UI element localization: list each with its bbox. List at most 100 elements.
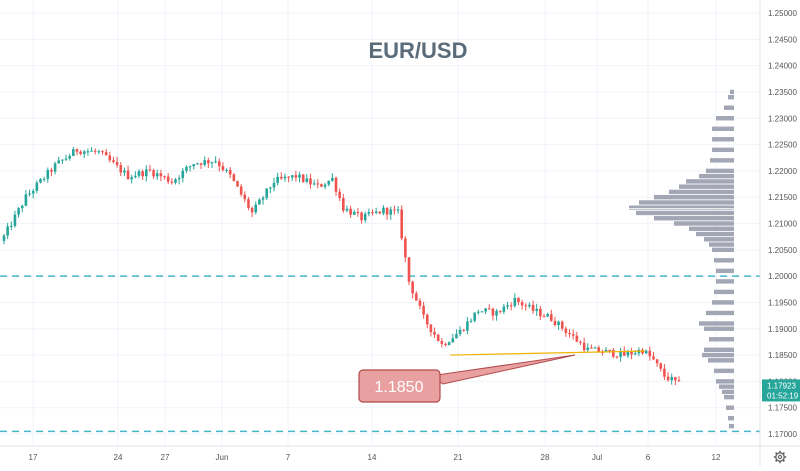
candle-body: [152, 170, 155, 177]
candle-body: [648, 350, 652, 357]
candle-body: [626, 351, 630, 356]
volume-profile-bar: [686, 179, 734, 184]
candle-body: [13, 214, 17, 226]
candle-body: [564, 328, 568, 334]
candle-body: [228, 169, 232, 175]
callout-label: 1.1850: [375, 379, 424, 396]
candle-body: [123, 170, 126, 173]
candle-body: [265, 188, 269, 198]
price-tick-label: 1.18500: [768, 351, 797, 360]
price-tick-label: 1.22500: [768, 141, 797, 150]
price-tick-label: 1.24000: [768, 62, 797, 71]
candle-body: [272, 182, 276, 188]
candle-body: [495, 310, 498, 316]
candle-body: [155, 173, 159, 177]
candle-body: [491, 308, 495, 316]
candle-body: [502, 306, 506, 312]
callout-pointer: [428, 354, 576, 385]
volume-profile-bar: [696, 231, 734, 237]
candle-body: [203, 160, 206, 165]
last-price-tag: [762, 379, 800, 402]
volume-profile-bar: [710, 158, 734, 163]
candle-body: [436, 334, 440, 342]
volume-profile-bar: [716, 116, 734, 121]
candle-body: [612, 349, 615, 357]
candle-body: [429, 324, 433, 333]
price-tick-label: 1.23000: [768, 114, 797, 123]
price-axis[interactable]: 1.25000 1.24500 1.24000 1.23500 1.23000 1.225…: [762, 9, 800, 439]
candle-body: [659, 363, 663, 369]
candle-body: [418, 300, 422, 306]
candle-body: [542, 316, 546, 318]
candle-body: [126, 170, 130, 180]
time-axis[interactable]: 17 24 27 Jun 7 14 21 28 Jul 6 12: [29, 453, 721, 462]
price-tick-label: 1.24500: [768, 35, 797, 44]
candle-body: [674, 377, 677, 381]
candle-body: [367, 212, 371, 214]
candle-body: [677, 380, 681, 382]
candle-body: [513, 297, 517, 306]
candle-body: [331, 177, 334, 181]
candle-body: [207, 160, 210, 164]
volume-profile-bar: [714, 368, 734, 374]
candle-body: [400, 209, 404, 239]
candle-body: [557, 321, 560, 326]
candle-body: [480, 311, 484, 313]
candle-body: [535, 308, 539, 311]
candle-body: [382, 207, 385, 214]
volume-profile-bar: [724, 394, 734, 400]
time-tick-label: 6: [646, 453, 651, 462]
candle-body: [425, 314, 429, 325]
volume-profile-bar: [689, 226, 734, 231]
candle-body: [185, 166, 188, 171]
candle-body: [236, 180, 239, 187]
candle-body: [477, 311, 480, 313]
price-tick-label: 1.21500: [768, 193, 797, 202]
candle-body: [571, 334, 575, 336]
candle-body: [177, 178, 181, 180]
candle-body: [360, 212, 363, 221]
candle-body: [342, 198, 345, 211]
price-tick-label: 1.25000: [768, 9, 797, 18]
price-annotation[interactable]: 1.1850: [358, 350, 646, 403]
volume-profile: [622, 89, 734, 429]
price-tick-label: 1.22000: [768, 167, 797, 176]
candle-body: [320, 184, 323, 187]
candle-body: [217, 161, 221, 167]
support-trend-line: [449, 350, 646, 356]
candle-body: [188, 166, 192, 168]
candle-body: [192, 164, 196, 167]
candle-body: [560, 321, 564, 329]
candle-body: [385, 207, 389, 215]
candle-body: [374, 211, 378, 213]
time-tick-label: 7: [286, 453, 291, 462]
volume-profile-bar: [712, 300, 734, 305]
candle-body: [57, 160, 61, 164]
candle-body: [90, 150, 93, 152]
candle-body: [524, 305, 528, 307]
candle-body: [196, 163, 199, 165]
candle-body: [378, 211, 382, 214]
volume-profile-bar: [709, 337, 734, 342]
volume-profile-bar: [674, 221, 734, 226]
candle-body: [553, 320, 557, 326]
candle-body: [396, 209, 400, 211]
price-tick-label: 1.20500: [768, 246, 797, 255]
volume-profile-bar: [712, 137, 734, 142]
candle-body: [20, 205, 24, 209]
candle-body: [414, 293, 418, 301]
candle-body: [2, 235, 6, 241]
candle-body: [261, 197, 265, 200]
volume-profile-bar: [726, 405, 734, 410]
candle-body: [170, 181, 174, 183]
candle-body: [349, 208, 352, 215]
candle-body: [663, 368, 666, 377]
candle-body: [586, 347, 590, 351]
chart-title: EUR/USD: [368, 38, 467, 63]
volume-profile-bar: [714, 258, 734, 263]
candle-body: [9, 225, 13, 227]
last-price-countdown: 01:52:19: [767, 391, 799, 400]
gear-icon[interactable]: [773, 450, 787, 464]
